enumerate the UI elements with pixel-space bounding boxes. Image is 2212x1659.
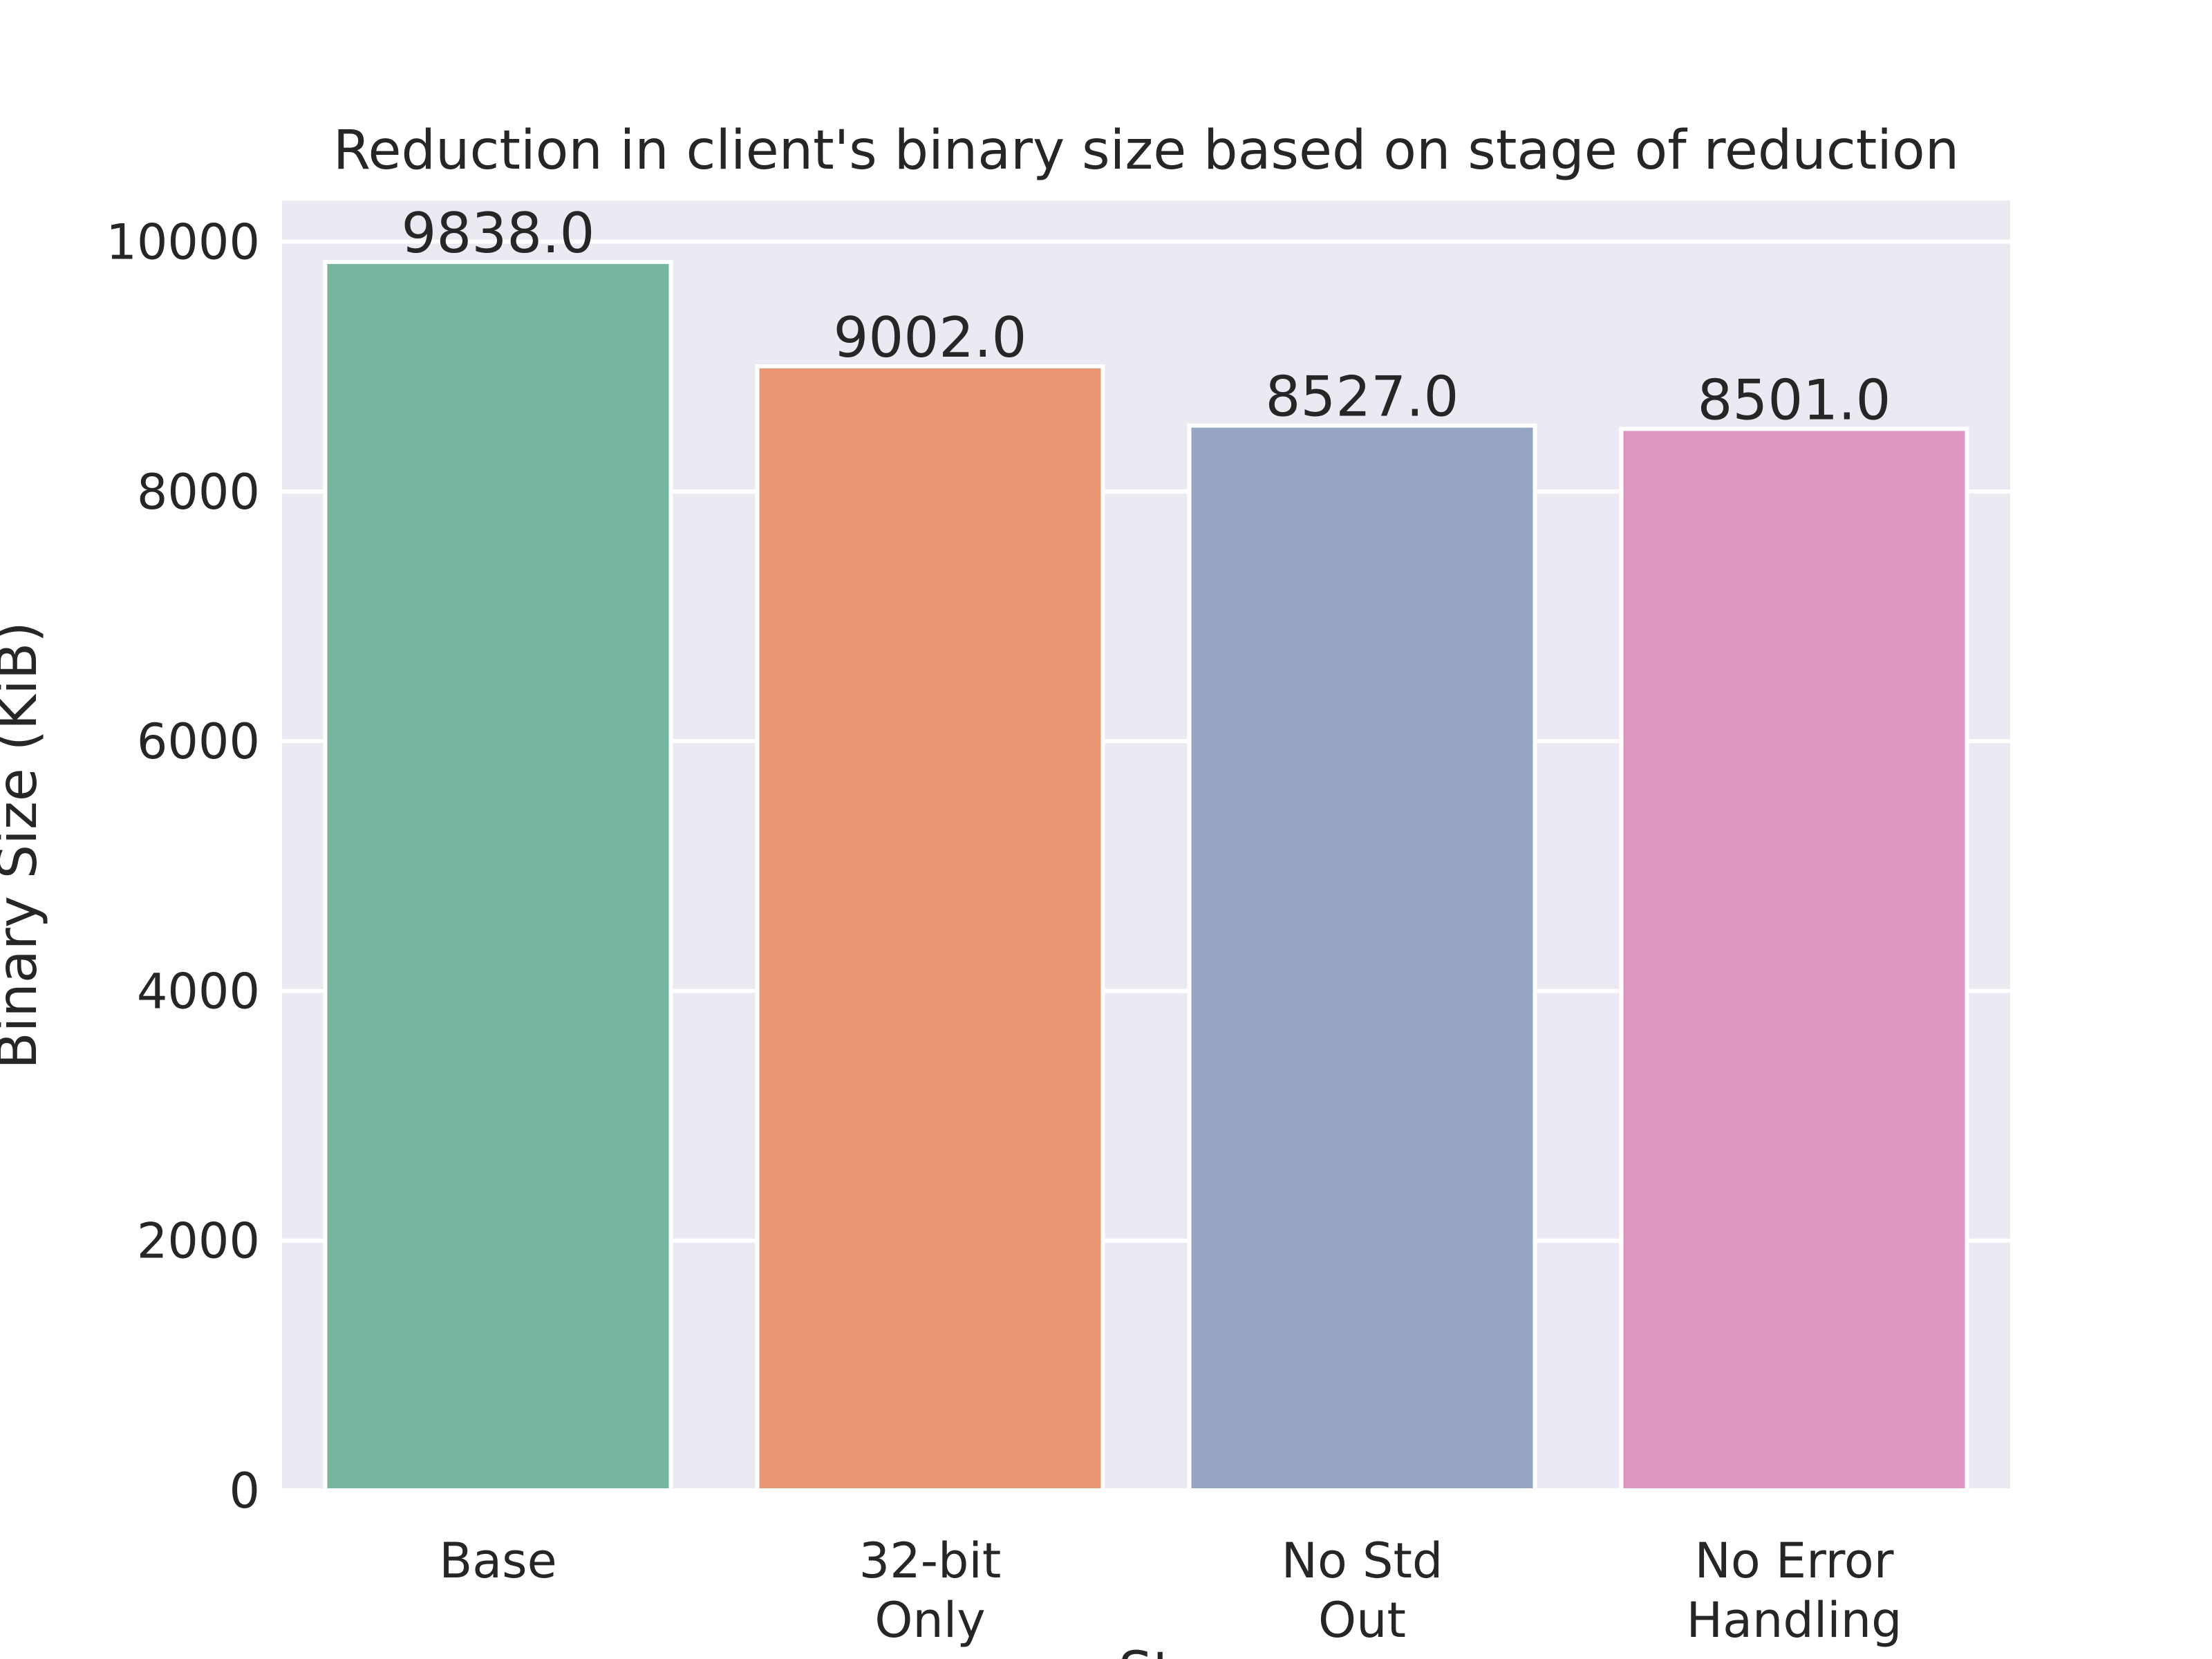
y-tick-labels: 0 2000 4000 6000 8000 10000 <box>106 214 260 1519</box>
bar <box>755 364 1105 1493</box>
bar <box>1187 423 1537 1492</box>
y-tick-label: 0 <box>229 1463 260 1519</box>
x-tick-label: Out <box>1318 1592 1406 1649</box>
x-tick-label: 32-bit <box>859 1533 1002 1589</box>
bar <box>323 259 673 1492</box>
x-tick-label: Base <box>439 1533 556 1589</box>
x-tick-label: No Error <box>1694 1533 1893 1589</box>
bar-value-label: 9002.0 <box>834 306 1027 370</box>
bar-value-label: 8527.0 <box>1266 365 1459 429</box>
bars <box>323 259 1969 1493</box>
x-tick-label: Handling <box>1686 1592 1902 1649</box>
bar-value-labels: 9838.0 9002.0 8527.0 8501.0 <box>402 201 1891 433</box>
y-tick-label: 2000 <box>137 1213 260 1270</box>
chart-title: Reduction in client's binary size based … <box>333 120 1959 182</box>
x-tick-label: Only <box>874 1592 985 1649</box>
x-tick-label: No Std <box>1282 1533 1443 1589</box>
bar <box>1619 427 1969 1492</box>
y-tick-label: 8000 <box>137 464 260 521</box>
y-tick-label: 6000 <box>137 713 260 770</box>
y-tick-label: 4000 <box>137 963 260 1020</box>
x-axis-title: St <box>1118 1641 1174 1659</box>
y-tick-label: 10000 <box>106 214 260 271</box>
bar-value-label: 8501.0 <box>1698 368 1891 432</box>
bar-value-label: 9838.0 <box>402 201 595 265</box>
y-axis-title: Binary Size (KiB) <box>0 621 49 1069</box>
